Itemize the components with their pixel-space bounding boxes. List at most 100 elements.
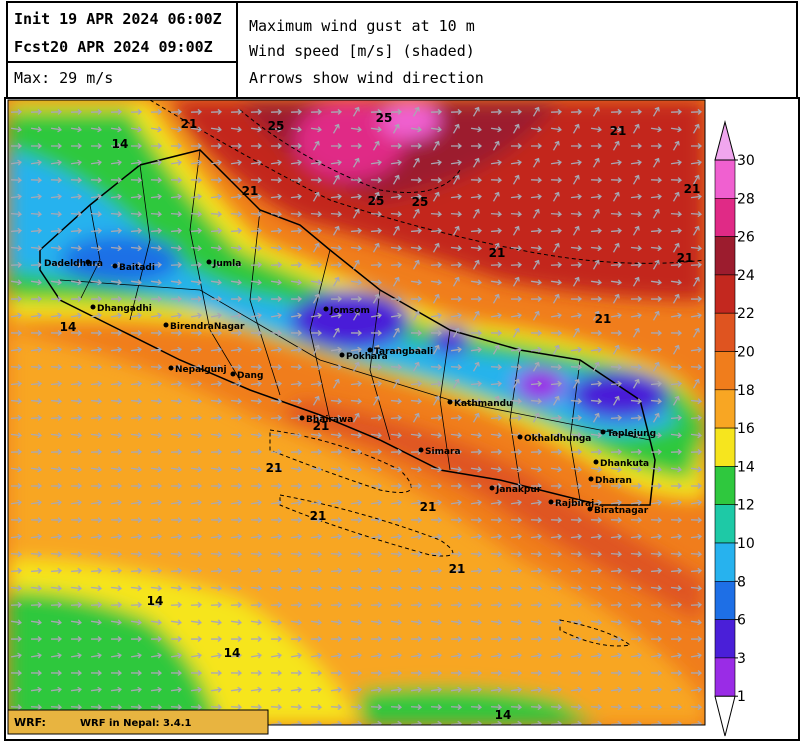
wind-arrow <box>250 652 262 659</box>
wind-arrow <box>430 330 443 337</box>
wind-arrow <box>630 159 642 166</box>
wind-arrow <box>10 567 22 574</box>
wind-arrow <box>250 211 263 218</box>
wind-arrow <box>570 652 582 659</box>
wind-arrow <box>210 346 222 353</box>
wind-arrow <box>470 551 483 558</box>
wind-arrow <box>90 670 103 677</box>
wind-arrow <box>70 126 82 133</box>
wind-arrow <box>50 159 62 166</box>
wind-arrow <box>190 245 202 252</box>
wind-arrow <box>30 686 42 693</box>
wind-arrow <box>170 245 182 252</box>
wind-arrow <box>690 635 703 642</box>
wind-arrow <box>250 414 263 421</box>
wind-arrow <box>170 330 183 337</box>
wind-arrow <box>610 635 623 642</box>
wind-arrow <box>250 551 263 558</box>
max-value: Max: 29 m/s <box>14 69 113 87</box>
wind-arrow <box>670 652 682 659</box>
wind-arrow <box>90 279 102 286</box>
wind-arrow <box>50 585 62 592</box>
wind-arrow <box>590 330 603 337</box>
wind-arrow <box>691 483 703 489</box>
wind-arrow <box>512 174 520 185</box>
wind-arrow <box>392 378 400 389</box>
wind-arrow <box>70 177 83 184</box>
wind-arrow <box>430 159 442 166</box>
wind-arrow <box>532 310 540 321</box>
wind-arrow <box>532 106 540 117</box>
wind-arrow <box>530 380 542 387</box>
wind-arrow <box>390 585 402 592</box>
wind-arrow <box>170 380 182 387</box>
wind-arrow <box>71 483 83 489</box>
wind-arrow <box>352 157 360 168</box>
wind-arrow <box>251 143 263 149</box>
wind-arrow <box>490 177 503 184</box>
wind-arrow <box>590 567 602 574</box>
wind-arrow <box>392 174 400 185</box>
wind-arrow <box>390 193 402 200</box>
wind-arrow <box>450 245 462 252</box>
colorbar-label: 30 <box>737 153 755 169</box>
wind-arrow <box>350 380 362 387</box>
wind-arrow <box>30 227 42 234</box>
wind-arrow <box>110 448 123 455</box>
wind-arrow <box>370 261 383 268</box>
city-label: Biratnagar <box>594 506 649 516</box>
wind-arrow <box>450 585 462 592</box>
wind-arrow <box>330 245 342 252</box>
wind-arrow <box>610 720 622 725</box>
wind-arrow <box>330 193 342 200</box>
wind-arrow <box>270 567 282 574</box>
wind-arrow <box>490 686 502 693</box>
wind-arrow <box>410 398 422 405</box>
wind-arrow <box>350 670 363 677</box>
wind-arrow <box>270 414 283 421</box>
wind-arrow <box>352 310 360 321</box>
wind-arrow <box>471 483 483 489</box>
city-marker <box>489 485 495 491</box>
wind-arrow <box>530 448 543 455</box>
wind-arrow <box>412 208 420 219</box>
wind-arrow <box>310 432 322 439</box>
wind-arrow <box>312 344 320 355</box>
wind-arrow <box>211 143 223 149</box>
wind-arrow <box>230 312 242 319</box>
wind-arrow <box>570 245 582 252</box>
wind-arrow <box>270 245 282 252</box>
wind-arrow <box>50 330 63 337</box>
wind-arrow <box>210 211 223 218</box>
wind-arrow <box>510 193 522 200</box>
wind-arrow <box>190 466 202 473</box>
wind-arrow <box>111 483 123 489</box>
wind-arrow <box>110 601 123 608</box>
wind-arrow <box>530 585 542 592</box>
wind-arrow <box>610 159 622 166</box>
wind-arrow <box>150 635 163 642</box>
wind-arrow <box>591 143 603 149</box>
wind-arrow <box>50 466 62 473</box>
city-marker <box>85 259 91 265</box>
wind-arrow <box>430 177 443 184</box>
wind-arrow <box>432 395 440 406</box>
wind-arrow <box>530 346 542 353</box>
wind-arrow <box>91 483 103 489</box>
wind-arrow <box>451 483 463 489</box>
wind-arrow <box>470 432 482 439</box>
wind-arrow <box>450 619 462 626</box>
wind-arrow <box>110 364 123 371</box>
wind-arrow <box>412 361 420 372</box>
wind-arrow <box>330 346 342 353</box>
wind-arrow <box>210 601 223 608</box>
wind-arrow <box>470 346 482 353</box>
wind-arrow <box>190 635 203 642</box>
wind-arrow <box>130 704 143 711</box>
wind-arrow <box>190 330 203 337</box>
wind-arrow <box>510 686 522 693</box>
wind-arrow <box>10 177 23 184</box>
wind-arrow <box>530 686 542 693</box>
wind-arrow <box>390 533 402 540</box>
wind-arrow <box>250 312 262 319</box>
